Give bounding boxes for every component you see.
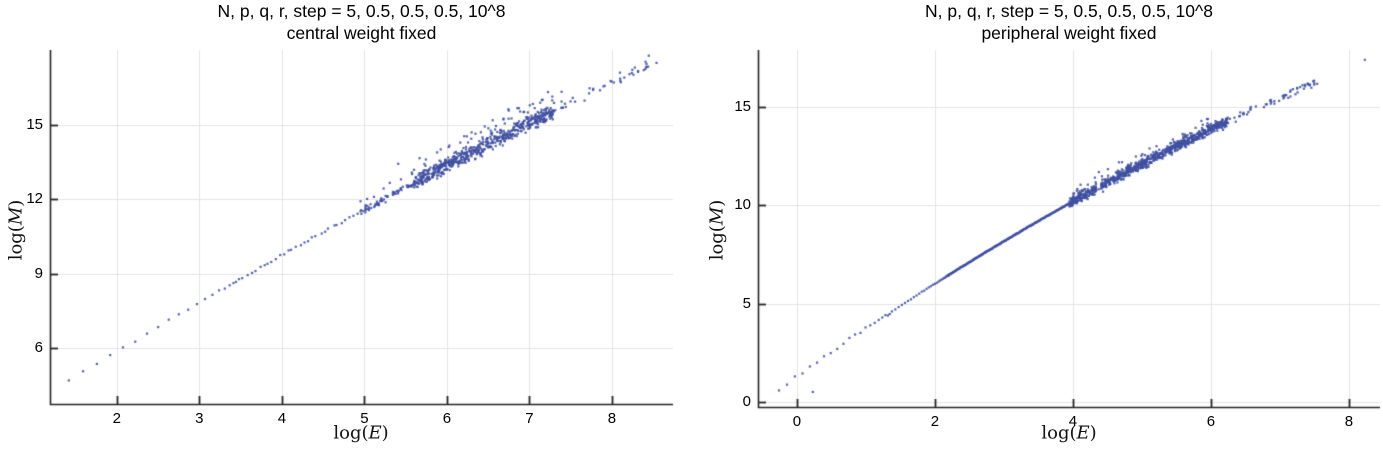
left-plot-title-line1: N, p, q, r, step = 5, 0.5, 0.5, 0.5, 10^…: [217, 1, 506, 21]
x-tick-label: 8: [1344, 413, 1354, 430]
y-tick-label: 9: [34, 264, 43, 282]
x-tick-label: 2: [112, 410, 121, 427]
y-tick-label: 12: [26, 190, 43, 208]
x-tick-label: 4: [1068, 413, 1078, 430]
right-plot-title: N, p, q, r, step = 5, 0.5, 0.5, 0.5, 10^…: [758, 1, 1380, 44]
y-tick-label: 15: [734, 98, 751, 116]
x-tick-label: 7: [525, 410, 534, 427]
right-plot-title-line1: N, p, q, r, step = 5, 0.5, 0.5, 0.5, 10^…: [925, 1, 1213, 21]
x-tick-label: 8: [607, 410, 617, 427]
right-plot-title-line2: peripheral weight fixed: [981, 22, 1157, 43]
right-x-axis-label: log(E): [1041, 422, 1097, 444]
y-tick-label: 6: [34, 338, 43, 356]
x-tick-label: 5: [360, 410, 369, 427]
left-plot-title: N, p, q, r, step = 5, 0.5, 0.5, 0.5, 10^…: [50, 1, 673, 44]
left-x-axis-label: log(E): [333, 422, 389, 444]
y-tick-label: 10: [734, 196, 751, 214]
y-tick-label: 15: [26, 115, 43, 133]
x-tick-label: 4: [277, 410, 287, 427]
x-tick-label: 6: [442, 410, 452, 427]
x-tick-label: 6: [1206, 413, 1216, 430]
y-tick-label: 5: [742, 294, 751, 312]
left-plot-title-line2: central weight fixed: [286, 22, 437, 43]
x-tick-label: 0: [792, 413, 802, 430]
left-y-axis-label: log(M): [5, 199, 27, 261]
x-tick-label: 3: [195, 410, 204, 427]
y-tick-label: 0: [742, 393, 751, 410]
x-tick-label: 2: [930, 413, 940, 430]
